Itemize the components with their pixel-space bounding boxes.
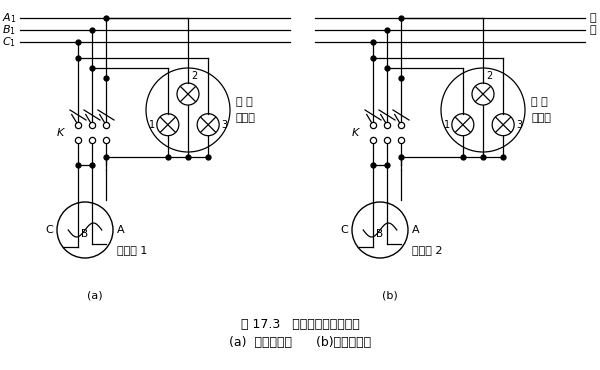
Text: $C_1$: $C_1$ <box>2 35 16 49</box>
Text: 发电机 2: 发电机 2 <box>412 245 443 255</box>
Text: $B_1$: $B_1$ <box>2 23 16 37</box>
Text: 发电机 1: 发电机 1 <box>117 245 148 255</box>
Text: B: B <box>82 229 89 239</box>
Text: 3: 3 <box>221 120 227 130</box>
Text: 电: 电 <box>589 13 596 23</box>
Text: (b): (b) <box>382 290 398 300</box>
Text: 3: 3 <box>516 120 522 130</box>
Text: C: C <box>340 225 348 235</box>
Text: 同 步: 同 步 <box>236 97 253 107</box>
Text: 图 17.3   三相同步发电机整步: 图 17.3 三相同步发电机整步 <box>241 318 359 331</box>
Text: A: A <box>412 225 419 235</box>
Text: 1: 1 <box>444 120 450 130</box>
Text: 2: 2 <box>486 71 492 81</box>
Text: 指示灯: 指示灯 <box>531 113 551 123</box>
Text: K: K <box>56 128 64 138</box>
Text: 指示灯: 指示灯 <box>236 113 256 123</box>
Text: 网: 网 <box>589 25 596 35</box>
Text: A: A <box>117 225 125 235</box>
Text: 2: 2 <box>191 71 197 81</box>
Text: 同 步: 同 步 <box>531 97 548 107</box>
Text: C: C <box>45 225 53 235</box>
Text: B: B <box>376 229 383 239</box>
Text: 1: 1 <box>149 120 155 130</box>
Text: K: K <box>352 128 359 138</box>
Text: (a)  灯光明暗法      (b)灯光旋转法: (a) 灯光明暗法 (b)灯光旋转法 <box>229 336 371 349</box>
Text: (a): (a) <box>87 290 103 300</box>
Text: $A_1$: $A_1$ <box>2 11 16 25</box>
